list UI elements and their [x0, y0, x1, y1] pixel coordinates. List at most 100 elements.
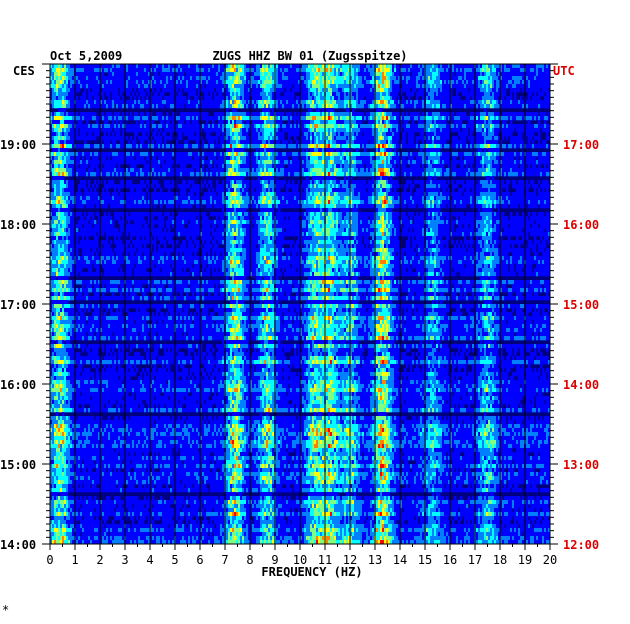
- spectrogram-cell: [222, 112, 225, 117]
- spectrogram-cell: [226, 64, 229, 69]
- spectrogram-cell: [440, 140, 443, 145]
- spectrogram-cell: [230, 96, 233, 101]
- spectrogram-cell: [482, 84, 485, 89]
- spectrogram-cell: [472, 120, 475, 125]
- spectrogram-cell: [408, 68, 411, 73]
- spectrogram-cell: [148, 104, 151, 109]
- spectrogram-cell: [454, 104, 457, 109]
- spectrogram-cell: [228, 128, 231, 133]
- spectrogram-cell: [258, 104, 261, 109]
- spectrogram-cell: [362, 84, 365, 89]
- spectrogram-cell: [488, 128, 491, 133]
- spectrogram-cell: [192, 88, 195, 93]
- spectrogram-cell: [154, 144, 157, 149]
- spectrogram-cell: [490, 72, 493, 77]
- spectrogram-cell: [352, 108, 355, 113]
- spectrogram-cell: [548, 100, 551, 105]
- spectrogram-cell: [306, 72, 309, 77]
- spectrogram-cell: [516, 72, 519, 77]
- spectrogram-cell: [340, 84, 343, 89]
- spectrogram-cell: [58, 152, 61, 157]
- spectrogram-cell: [58, 92, 61, 97]
- spectrogram-cell: [316, 128, 319, 133]
- spectrogram-cell: [50, 64, 53, 69]
- spectrogram-cell: [338, 80, 341, 85]
- spectrogram-cell: [348, 92, 351, 97]
- spectrogram-cell: [84, 124, 87, 129]
- spectrogram-cell: [206, 84, 209, 89]
- spectrogram-cell: [282, 132, 285, 137]
- spectrogram-cell: [314, 68, 317, 73]
- spectrogram-cell: [356, 136, 359, 141]
- spectrogram-cell: [336, 152, 339, 157]
- spectrogram-cell: [380, 124, 383, 129]
- spectrogram-cell: [72, 72, 75, 77]
- spectrogram-cell: [222, 104, 225, 109]
- spectrogram-cell: [256, 132, 259, 137]
- spectrogram-cell: [244, 72, 247, 77]
- spectrogram-cell: [368, 96, 371, 101]
- spectrogram-cell: [360, 144, 363, 149]
- spectrogram-cell: [318, 108, 321, 113]
- spectrogram-cell: [416, 72, 419, 77]
- spectrogram-cell: [468, 92, 471, 97]
- spectrogram-cell: [240, 88, 243, 93]
- spectrogram-cell: [318, 148, 321, 153]
- spectrogram-cell: [66, 92, 69, 97]
- spectrogram-cell: [544, 116, 547, 121]
- spectrogram-cell: [252, 68, 255, 73]
- spectrogram-cell: [62, 84, 65, 89]
- spectrogram-cell: [56, 80, 59, 85]
- spectrogram-cell: [306, 116, 309, 121]
- spectrogram-cell: [264, 108, 267, 113]
- spectrogram-cell: [122, 152, 125, 157]
- spectrogram-cell: [458, 140, 461, 145]
- spectrogram-cell: [268, 88, 271, 93]
- spectrogram-cell: [440, 128, 443, 133]
- spectrogram-cell: [376, 104, 379, 109]
- spectrogram-cell: [360, 96, 363, 101]
- spectrogram-cell: [544, 68, 547, 73]
- spectrogram-cell: [426, 124, 429, 129]
- spectrogram-cell: [188, 124, 191, 129]
- spectrogram-cell: [400, 68, 403, 73]
- spectrogram-cell: [532, 104, 535, 109]
- spectrogram-cell: [90, 96, 93, 101]
- spectrogram-cell: [70, 116, 73, 121]
- spectrogram-cell: [384, 124, 387, 129]
- spectrogram-cell: [202, 88, 205, 93]
- spectrogram-cell: [456, 84, 459, 89]
- spectrogram-cell: [408, 96, 411, 101]
- spectrogram-cell: [310, 68, 313, 73]
- spectrogram-cell: [540, 104, 543, 109]
- spectrogram-cell: [436, 96, 439, 101]
- spectrogram-cell: [236, 100, 239, 105]
- spectrogram-cell: [102, 116, 105, 121]
- spectrogram-cell: [354, 116, 357, 121]
- spectrogram-cell: [548, 80, 551, 85]
- spectrogram-cell: [232, 148, 235, 153]
- spectrogram-cell: [382, 80, 385, 85]
- spectrogram-cell: [194, 80, 197, 85]
- spectrogram-cell: [380, 72, 383, 77]
- spectrogram-cell: [390, 76, 393, 81]
- spectrogram-cell: [82, 132, 85, 137]
- spectrogram-cell: [170, 132, 173, 137]
- spectrogram-cell: [456, 124, 459, 129]
- spectrogram-cell: [144, 136, 147, 141]
- spectrogram-cell: [262, 152, 265, 157]
- spectrogram-cell: [236, 124, 239, 129]
- spectrogram-cell: [76, 80, 79, 85]
- spectrogram-cell: [412, 144, 415, 149]
- spectrogram-cell: [50, 120, 53, 125]
- spectrogram-cell: [506, 112, 509, 117]
- spectrogram-cell: [150, 72, 153, 77]
- spectrogram-cell: [542, 84, 545, 89]
- spectrogram-cell: [208, 68, 211, 73]
- spectrogram-cell: [168, 64, 171, 69]
- spectrogram-cell: [390, 100, 393, 105]
- spectrogram-cell: [60, 120, 63, 125]
- spectrogram-cell: [340, 80, 343, 85]
- spectrogram-cell: [294, 104, 297, 109]
- spectrogram-cell: [416, 124, 419, 129]
